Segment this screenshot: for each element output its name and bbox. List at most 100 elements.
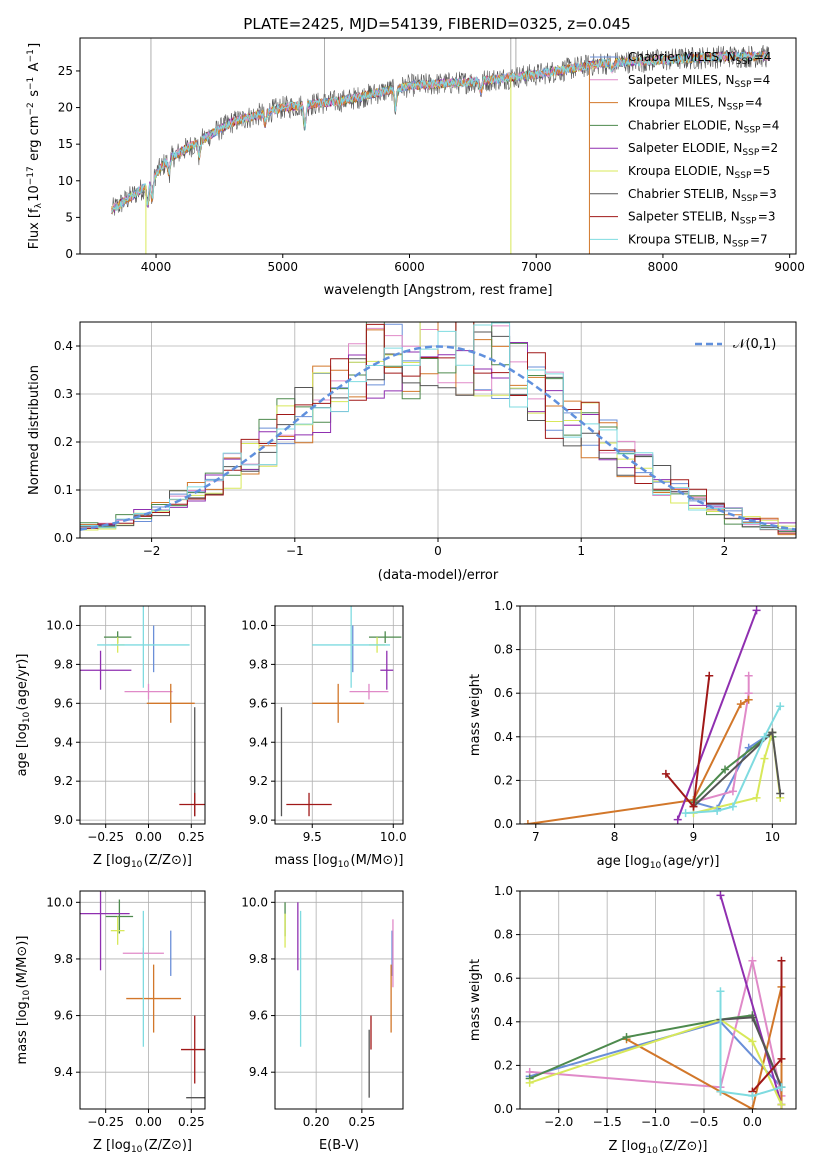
y-tick-label: 9.8: [54, 952, 73, 966]
y-tick-label: 0.2: [494, 1058, 513, 1072]
y-tick-label: 9.4: [249, 735, 268, 749]
y-axis-label-part: mass weight: [468, 959, 483, 1041]
y-axis-label-part: A: [27, 62, 42, 75]
x-axis-label-script: 10: [646, 1146, 658, 1156]
errorbar-kroupa-miles: [312, 683, 365, 723]
legend-label: Salpeter MILES, NSSP =4: [628, 73, 770, 90]
errorbar-salpeter-stelib: [181, 1015, 205, 1084]
x-tick-label: −0.25: [87, 830, 124, 844]
x-tick-label: 8: [611, 830, 619, 844]
legend-label: Salpeter STELIB, NSSP =3: [628, 210, 776, 227]
x-tick-label: −0.5: [689, 1115, 718, 1129]
x-axis-label: Z [log10 (Z/Z⊙)]: [93, 1138, 192, 1155]
weight-line: [693, 675, 750, 804]
y-tick-label: 9.6: [249, 1009, 268, 1023]
legend-label: Kroupa MILES, NSSP =4: [628, 96, 762, 113]
axes-frame: [274, 605, 404, 825]
legend-label-part: Chabrier MILES, N: [628, 50, 736, 64]
legend-label-part: =2: [760, 141, 778, 155]
y-tick-label: 10.0: [46, 895, 73, 909]
legend-label-part: Chabrier ELODIE, N: [628, 118, 744, 132]
legend-label-part: Chabrier STELIB, N: [628, 187, 741, 201]
x-axis-label: Z [log10 (Z/Z⊙)]: [93, 853, 192, 870]
panel-spectrum: 4000 5000 6000 7000 8000 9000 0 5 10 15 20 25 Chabri…: [26, 37, 805, 298]
y-tick-label: 0.0: [494, 1102, 513, 1116]
plot-area-mass_vs_ebv: [284, 902, 394, 1098]
axes-frame: [79, 605, 206, 825]
y-axis-label-part: age [log: [15, 723, 30, 776]
y-axis-label-script: 10: [22, 711, 32, 723]
x-tick-label: 0.0: [743, 1115, 762, 1129]
y-axis-label: age [log10 (age/yr)]: [15, 654, 32, 777]
grid-mass_vs_ebv: [275, 891, 403, 1109]
weight-line: [693, 731, 773, 810]
weight-series-salpeter-stelib: [661, 671, 714, 811]
y-tick-label: 9.4: [54, 735, 73, 749]
y-axis-label-script: −1: [26, 77, 36, 90]
legend-label-script: SSP: [741, 194, 758, 204]
x-axis-label-script: 10: [338, 860, 350, 870]
x-tick-label: 7000: [521, 260, 552, 274]
x-tick-label: 0.00: [135, 1115, 162, 1129]
weight-line: [719, 895, 783, 1105]
errorbar-chabrier-elodie: [105, 899, 134, 934]
x-tick-label: 1: [577, 544, 585, 558]
x-tick-label: 0.25: [178, 830, 205, 844]
axes-frame: [79, 37, 797, 255]
x-axis-label-part: Z [log: [93, 853, 131, 868]
y-axis-label-part: ]: [27, 43, 42, 48]
legend-label-part: =4: [754, 50, 772, 64]
spectrum-model-kroupa-stelib: [111, 51, 770, 214]
panel-mass_weight_vs_Z: −2.0 −1.5 −1.0 −0.5 0.0 0.0 0.2 0.4 0.6 0.8 1.0 Z […: [468, 884, 797, 1156]
legend-label: Chabrier MILES, NSSP =4: [628, 50, 772, 67]
x-axis-label-part: Z [log: [609, 1139, 647, 1154]
y-tick-label: 9.0: [54, 813, 73, 827]
x-axis-label-part: (Z/Z⊙)]: [659, 1139, 707, 1154]
panel-mass_vs_ebv: 0.20 0.25 9.4 9.6 9.8 10.0 E(B-V): [241, 890, 404, 1153]
errorbar-salpeter-stelib: [179, 792, 205, 817]
y-axis-label-part: mass weight: [468, 674, 483, 756]
y-axis-label: Normed distribution: [27, 365, 42, 495]
legend-label-part: =7: [750, 232, 768, 246]
axes-frame: [274, 890, 404, 1110]
legend-label-script: SSP: [740, 217, 757, 227]
y-tick-label: 9.6: [249, 696, 268, 710]
plot-area-mass_weight_vs_Z: [525, 891, 786, 1109]
x-axis-label-part: (Z/Z⊙)]: [144, 853, 192, 868]
plot-area-residuals: [80, 322, 796, 538]
legend-label-script: SSP: [732, 239, 749, 249]
plot-area-mass_weight_vs_age: [523, 606, 785, 824]
x-tick-label: 6000: [394, 260, 425, 274]
x-axis-label: wavelength [Angstrom, rest frame]: [324, 283, 553, 298]
weight-series-salpeter-elodie: [673, 606, 761, 824]
x-tick-label: 0.00: [135, 830, 162, 844]
legend-label-part: Salpeter STELIB, N: [628, 210, 740, 224]
y-tick-label: 15: [58, 137, 73, 151]
errorbar-kroupa-stelib: [97, 606, 190, 688]
y-axis-label: mass weight: [468, 674, 483, 756]
x-axis-label-part: (data-model)/error: [378, 568, 499, 583]
y-tick-label: 10: [58, 174, 73, 188]
weight-line: [676, 610, 758, 820]
weight-series-salpeter-elodie: [716, 891, 786, 1109]
x-tick-label: 10.0: [380, 830, 407, 844]
plot-area-spectrum: [111, 38, 770, 254]
y-tick-label: 0: [65, 247, 73, 261]
x-tick-label: 0.25: [348, 1115, 375, 1129]
x-tick-label: 9: [690, 830, 698, 844]
y-tick-label: 9.4: [54, 1065, 73, 1079]
x-tick-label: 7: [532, 830, 540, 844]
y-tick-label: 10.0: [241, 895, 268, 909]
legend-label-part: Kroupa MILES, N: [628, 96, 727, 110]
y-axis-label-script: −1: [26, 49, 36, 62]
errorbar-salpeter-stelib: [286, 792, 332, 817]
grid-age_vs_Z: [80, 606, 205, 824]
x-tick-label: 9000: [774, 260, 805, 274]
y-axis-label-script: −2: [26, 102, 36, 115]
legend-label-script: SSP: [736, 57, 753, 67]
histogram-kroupa-stelib: [80, 322, 796, 538]
panel-mass_vs_Z: −0.25 0.00 0.259.49.69.810.0Z [log10 (Z/Z⊙…: [15, 890, 206, 1155]
weight-line: [527, 698, 750, 824]
errorbar-salpeter-elodie: [80, 650, 132, 690]
